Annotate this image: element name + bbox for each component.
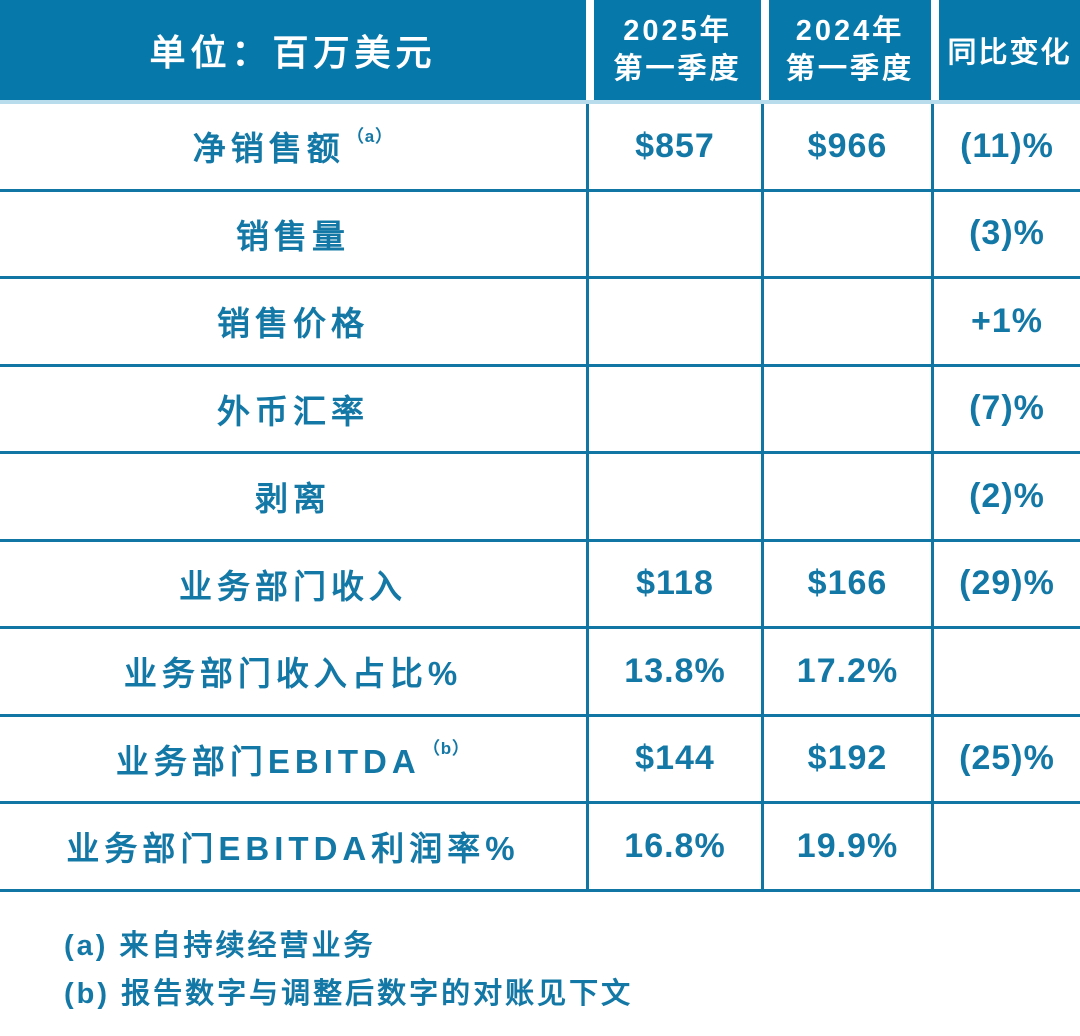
footnote-marker-b: （b） [422, 739, 471, 759]
header-q1-2025-quarter: 第一季度 [613, 53, 742, 85]
table-title: 单位：百万美元 [149, 32, 437, 73]
value-2024-cell: 17.2% [761, 629, 931, 714]
row-label: 外币汇率 [217, 392, 369, 430]
value-2025-cell: $857 [586, 104, 761, 189]
table-body: 净销售额 （a） $857 $966 (11)% 销售量 (3)% 销售价格 [0, 104, 1080, 892]
value-2025-cell: 13.8% [586, 629, 761, 714]
yoy-cell [931, 629, 1080, 714]
row-label: 业务部门收入占比% [123, 655, 463, 693]
row-label-cell: 销售价格 [0, 279, 586, 364]
value-2025-cell [586, 454, 761, 539]
value-2024-cell: $192 [761, 716, 931, 801]
value-2025-cell [586, 191, 761, 276]
row-label-cell: 业务部门收入 [0, 542, 586, 627]
row-label: 业务部门EBITDA [115, 742, 421, 780]
row-label: 业务部门收入 [179, 567, 407, 605]
yoy-cell: (25)% [931, 716, 1080, 801]
value-2025-cell: $144 [586, 716, 761, 801]
row-label: 剥离 [255, 480, 331, 518]
yoy-cell [931, 804, 1080, 889]
table-row-segment-income-pct: 业务部门收入占比% 13.8% 17.2% [0, 629, 1080, 717]
header-q1-2024-quarter: 第一季度 [785, 53, 914, 85]
yoy-cell: +1% [931, 279, 1080, 364]
yoy-cell: (3)% [931, 191, 1080, 276]
footnote-a: (a) 来自持续经营业务 [64, 929, 376, 962]
footnote-marker-a: （a） [346, 126, 394, 146]
yoy-cell: (7)% [931, 366, 1080, 451]
header-cell-yoy-change: 同比变化 [931, 0, 1080, 100]
table-header-row: 单位：百万美元 2025年 第一季度 2024年 第一季度 同比变化 [0, 0, 1080, 104]
row-label: 销售量 [236, 217, 350, 255]
value-2024-cell: $166 [761, 541, 931, 626]
value-2024-cell [761, 454, 931, 539]
header-yoy-label: 同比变化 [947, 37, 1072, 69]
row-label: 销售价格 [217, 305, 369, 343]
row-label: 业务部门EBITDA利润率% [66, 830, 520, 868]
value-2025-cell: 16.8% [586, 804, 761, 889]
header-cell-q1-2024: 2024年 第一季度 [761, 0, 931, 100]
quarterly-results-table: 单位：百万美元 2025年 第一季度 2024年 第一季度 同比变化 净销售额（… [0, 0, 1080, 892]
value-2025-cell: $118 [586, 541, 761, 626]
header-cell-q1-2025: 2025年 第一季度 [586, 0, 761, 100]
row-label: 净销售额 [192, 130, 345, 168]
header-q1-2025-year: 2025年 [623, 15, 732, 47]
header-q1-2024-year: 2024年 [795, 15, 905, 47]
row-label-cell: 净销售额 （a） [0, 104, 586, 189]
yoy-cell: (11)% [931, 104, 1080, 189]
table-row-sales-price: 销售价格 +1% [0, 279, 1080, 367]
value-2025-cell [586, 366, 761, 451]
value-2024-cell [761, 279, 931, 364]
footnotes-block: (a) 来自持续经营业务 (b) 报告数字与调整后数字的对账见下文 [0, 892, 1080, 1018]
value-2024-cell [761, 366, 931, 451]
table-row-fx-rate: 外币汇率 (7)% [0, 366, 1080, 454]
yoy-cell: (2)% [931, 454, 1080, 539]
table-row-net-sales: 净销售额 （a） $857 $966 (11)% [0, 104, 1080, 192]
table-row-sales-volume: 销售量 (3)% [0, 191, 1080, 279]
value-2025-cell [586, 279, 761, 364]
table-row-segment-income: 业务部门收入 $118 $166 (29)% [0, 541, 1080, 629]
row-label-cell: 业务部门EBITDA （b） [0, 717, 586, 802]
table-row-segment-ebitda: 业务部门EBITDA （b） $144 $192 (25)% [0, 716, 1080, 804]
row-label-cell: 业务部门收入占比% [0, 629, 586, 714]
value-2024-cell: $966 [761, 104, 931, 189]
value-2024-cell [761, 191, 931, 276]
row-label-cell: 剥离 [0, 454, 586, 539]
table-row-divestitures: 剥离 (2)% [0, 454, 1080, 542]
table-row-segment-ebitda-margin: 业务部门EBITDA利润率% 16.8% 19.9% [0, 804, 1080, 892]
header-cell-units: 单位：百万美元 [0, 0, 586, 100]
row-label-cell: 业务部门EBITDA利润率% [0, 804, 586, 889]
yoy-cell: (29)% [931, 541, 1080, 626]
row-label-cell: 销售量 [0, 192, 586, 277]
row-label-cell: 外币汇率 [0, 367, 586, 452]
footnote-b: (b) 报告数字与调整后数字的对账见下文 [64, 977, 634, 1010]
value-2024-cell: 19.9% [761, 804, 931, 889]
